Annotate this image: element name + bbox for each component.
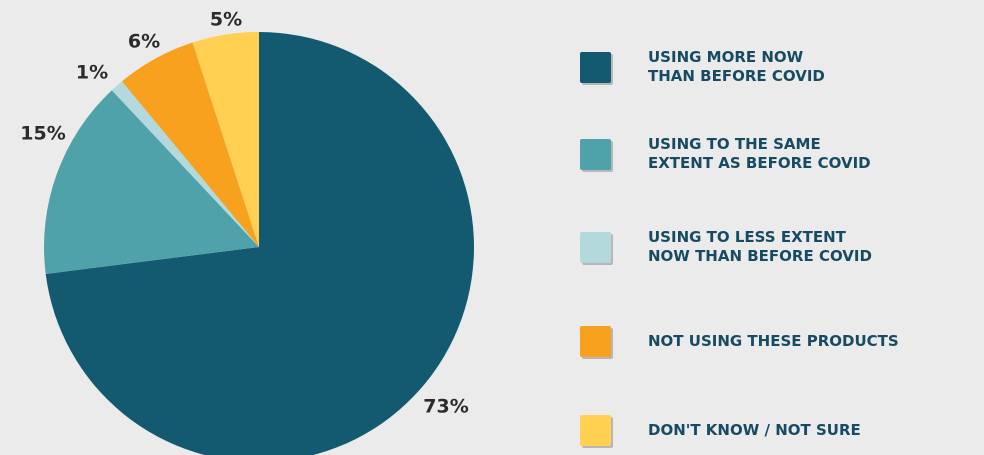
legend-item: USING MORE NOW THAN BEFORE COVID [580, 42, 825, 92]
legend-swatch [580, 51, 611, 83]
pie-chart: 73% 15% 1% 6% 5% [20, 9, 474, 455]
pie-slice [121, 42, 259, 247]
legend-label: USING TO THE SAME EXTENT AS BEFORE COVID [648, 135, 871, 172]
legend: USING MORE NOW THAN BEFORE COVID USING TO… [580, 0, 984, 455]
legend-item: USING TO THE SAME EXTENT AS BEFORE COVID [580, 129, 871, 179]
slice-value-label: 5% [210, 9, 242, 31]
legend-label: DON'T KNOW / NOT SURE [648, 420, 861, 439]
legend-label: NOT USING THESE PRODUCTS [648, 331, 899, 350]
legend-swatch [580, 325, 611, 357]
slice-value-label: 73% [423, 396, 468, 418]
slice-value-label: 15% [20, 123, 65, 145]
legend-swatch [580, 414, 611, 446]
legend-swatch [580, 138, 611, 170]
legend-label: USING MORE NOW THAN BEFORE COVID [648, 48, 825, 85]
pie-slice [192, 32, 259, 247]
legend-label: USING TO LESS EXTENT NOW THAN BEFORE COV… [648, 228, 872, 265]
legend-item: DON'T KNOW / NOT SURE [580, 405, 861, 455]
slice-value-label: 1% [76, 62, 108, 84]
legend-swatch [580, 231, 611, 263]
pie-slice [111, 81, 259, 247]
legend-item: USING TO LESS EXTENT NOW THAN BEFORE COV… [580, 222, 872, 272]
slice-value-label: 6% [128, 31, 160, 53]
pie-slice [43, 90, 259, 274]
pie-slice [45, 32, 474, 455]
legend-item: NOT USING THESE PRODUCTS [580, 316, 899, 366]
